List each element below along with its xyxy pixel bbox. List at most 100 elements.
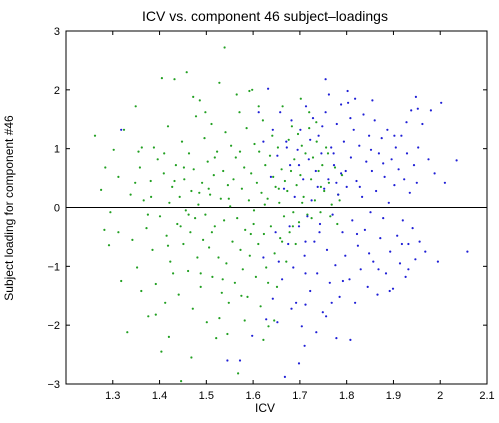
data-point bbox=[142, 199, 145, 202]
data-point bbox=[245, 127, 248, 130]
data-point bbox=[417, 146, 420, 149]
data-point bbox=[317, 169, 320, 173]
data-point bbox=[400, 242, 403, 246]
data-point bbox=[255, 181, 258, 184]
x-tick-label: 2.1 bbox=[479, 390, 494, 402]
data-point bbox=[383, 175, 386, 178]
data-point bbox=[281, 105, 284, 108]
data-point bbox=[231, 240, 234, 243]
data-point bbox=[267, 281, 270, 284]
data-point bbox=[393, 184, 396, 187]
data-point bbox=[424, 250, 427, 253]
data-point bbox=[235, 93, 238, 96]
data-point bbox=[166, 244, 170, 247]
data-point bbox=[229, 205, 232, 208]
data-point bbox=[340, 172, 343, 175]
data-point bbox=[223, 219, 226, 222]
data-point bbox=[158, 215, 162, 218]
data-point bbox=[296, 148, 299, 151]
data-point bbox=[290, 119, 293, 122]
data-point bbox=[384, 272, 388, 275]
data-point bbox=[386, 128, 389, 131]
data-point bbox=[349, 117, 352, 120]
data-point bbox=[304, 105, 308, 108]
data-point bbox=[327, 181, 330, 184]
data-point bbox=[325, 146, 328, 149]
data-point bbox=[134, 181, 137, 184]
data-point bbox=[230, 144, 233, 147]
data-point bbox=[152, 146, 155, 149]
data-point bbox=[276, 321, 279, 324]
data-point bbox=[288, 225, 291, 228]
data-point bbox=[332, 164, 336, 167]
data-point bbox=[238, 111, 241, 114]
data-point bbox=[285, 140, 288, 143]
data-point bbox=[178, 195, 181, 198]
data-point bbox=[147, 315, 150, 318]
data-point bbox=[289, 169, 293, 173]
data-point bbox=[393, 134, 396, 137]
data-point bbox=[318, 222, 322, 226]
data-point bbox=[233, 281, 236, 284]
data-point bbox=[216, 150, 219, 153]
data-point bbox=[326, 152, 330, 155]
series-1 bbox=[120, 78, 469, 378]
data-point bbox=[272, 175, 275, 178]
data-point bbox=[257, 111, 260, 114]
data-point bbox=[363, 228, 366, 231]
data-point bbox=[319, 185, 322, 188]
data-point bbox=[146, 213, 149, 216]
data-point bbox=[304, 272, 307, 275]
data-point bbox=[306, 215, 309, 218]
data-point bbox=[421, 122, 424, 126]
data-point bbox=[335, 122, 338, 126]
data-point bbox=[410, 109, 413, 112]
data-point bbox=[336, 222, 339, 226]
data-point bbox=[177, 293, 180, 296]
data-point bbox=[173, 78, 176, 81]
data-point bbox=[440, 101, 443, 104]
data-point bbox=[303, 344, 306, 347]
data-point bbox=[247, 199, 250, 202]
data-point bbox=[265, 318, 268, 321]
data-point bbox=[338, 199, 341, 202]
data-point bbox=[283, 375, 286, 378]
data-point bbox=[390, 158, 393, 161]
series-0 bbox=[93, 46, 344, 383]
data-point bbox=[466, 250, 469, 253]
data-point bbox=[244, 228, 247, 231]
data-point bbox=[368, 134, 371, 137]
data-point bbox=[408, 191, 411, 194]
data-point bbox=[280, 168, 283, 171]
data-point bbox=[295, 184, 298, 187]
y-tick-label: 1 bbox=[54, 144, 60, 156]
data-point bbox=[261, 119, 264, 122]
data-point bbox=[225, 262, 228, 265]
data-point bbox=[290, 307, 293, 310]
data-point bbox=[400, 134, 403, 137]
data-point bbox=[263, 203, 266, 206]
data-point bbox=[236, 217, 239, 220]
data-point bbox=[172, 272, 175, 275]
data-point bbox=[330, 301, 333, 304]
data-point bbox=[189, 231, 192, 234]
data-point bbox=[150, 195, 153, 198]
data-point bbox=[365, 160, 368, 163]
data-point bbox=[187, 213, 190, 216]
data-point bbox=[313, 199, 316, 202]
data-point bbox=[358, 144, 361, 147]
data-point bbox=[238, 359, 242, 362]
data-point bbox=[302, 195, 305, 198]
data-point bbox=[418, 240, 421, 243]
data-point bbox=[304, 240, 307, 243]
data-point bbox=[204, 111, 207, 114]
data-point bbox=[198, 191, 201, 194]
data-point bbox=[262, 232, 265, 236]
data-point bbox=[267, 87, 270, 90]
data-point bbox=[221, 278, 224, 281]
data-point bbox=[319, 211, 322, 214]
data-point bbox=[258, 150, 261, 153]
data-point bbox=[192, 168, 195, 171]
data-point bbox=[251, 88, 254, 91]
